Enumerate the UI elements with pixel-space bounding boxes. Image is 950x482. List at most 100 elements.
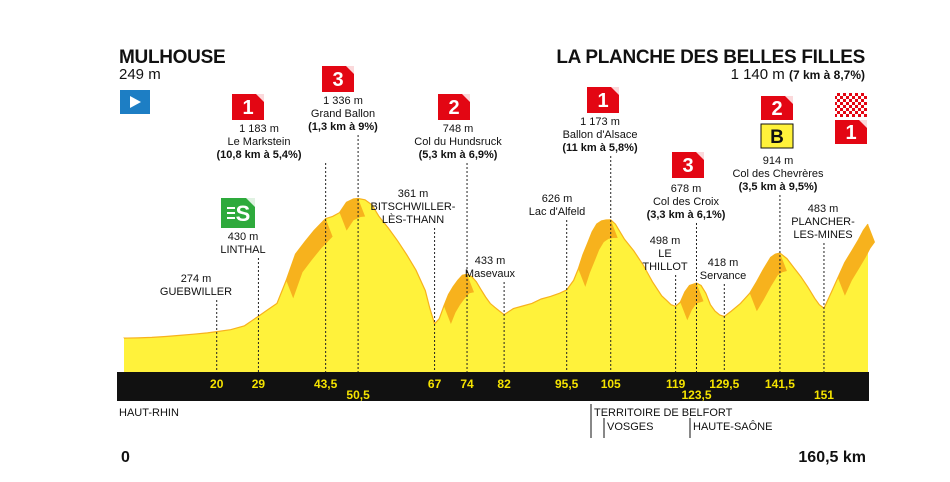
climb-shading xyxy=(749,253,787,312)
finish-altitude-line: 1 140 m (7 km à 8,7%) xyxy=(556,66,865,83)
finish-flag-icon xyxy=(835,93,867,117)
badge-category: 3 xyxy=(322,66,354,92)
region-name: HAUTE-SAÔNE xyxy=(693,420,772,433)
point-climb-detail: (3,3 km à 6,1%) xyxy=(647,209,726,221)
badge-corner xyxy=(246,198,255,207)
point-name: Col des Croix xyxy=(653,196,720,208)
point-name: Grand Ballon xyxy=(311,108,375,120)
km-marker-label: 50,5 xyxy=(346,388,370,402)
point-name: Lac d'Alfeld xyxy=(529,206,586,218)
climb-shading xyxy=(680,283,704,321)
category-badge-bg xyxy=(438,94,470,120)
point-altitude: 748 m xyxy=(443,123,474,135)
start-altitude: 249 m xyxy=(119,66,161,83)
badge-corner xyxy=(785,96,793,104)
climb-shading xyxy=(339,198,366,231)
point-altitude: 1 173 m xyxy=(580,116,620,128)
point-altitude: 1 336 m xyxy=(323,95,363,107)
point-name: THILLOT xyxy=(642,261,688,273)
badge-corner xyxy=(611,87,619,95)
point-climb-detail: (3,5 km à 9,5%) xyxy=(739,181,818,193)
sprint-speed-line xyxy=(227,217,235,219)
point-altitude: 274 m xyxy=(181,273,212,285)
point-name: LE xyxy=(658,248,671,260)
leader-lines-layer xyxy=(216,135,825,372)
point-altitude: 1 183 m xyxy=(239,123,279,135)
badge-start xyxy=(120,90,150,114)
category-badge-number: 1 xyxy=(242,97,253,119)
point-name: Col du Hundsruck xyxy=(414,136,502,148)
category-badge-number: 3 xyxy=(682,155,693,177)
point-climb-detail: (5,3 km à 6,9%) xyxy=(419,149,498,161)
category-badge-bg xyxy=(587,87,619,113)
km-marker-label: 43,5 xyxy=(314,377,338,391)
category-badge-bg xyxy=(835,120,867,144)
sprint-speed-line xyxy=(227,207,235,209)
badge-corner xyxy=(462,94,470,102)
km-marker-label: 82 xyxy=(497,377,511,391)
sprint-badge-letter: S xyxy=(236,201,251,226)
badge-corner xyxy=(696,152,704,160)
point-altitude: 433 m xyxy=(475,255,506,267)
km-marker-label: 119 xyxy=(666,377,686,391)
km-marker-label: 74 xyxy=(460,377,474,391)
point-name: LINTHAL xyxy=(220,244,265,256)
badge-category: 1 xyxy=(232,94,264,120)
badge-category: 2 xyxy=(438,94,470,120)
distance-axis-band xyxy=(117,372,869,401)
km-marker-label: 95,5 xyxy=(555,377,579,391)
category-badge-bg xyxy=(672,152,704,178)
point-name: Servance xyxy=(700,270,746,282)
climb-shading xyxy=(443,274,474,324)
category-badge-bg xyxy=(232,94,264,120)
badge-sprint: S xyxy=(221,198,255,228)
point-name: Masevaux xyxy=(465,268,516,280)
badge-corner xyxy=(256,94,264,102)
badge-category: 1 xyxy=(587,87,619,113)
point-altitude: 483 m xyxy=(808,203,839,215)
point-name: LES-MINES xyxy=(793,229,852,241)
play-icon xyxy=(130,96,141,108)
category-badge-number: 2 xyxy=(448,97,459,119)
bonus-badge-bg xyxy=(760,123,794,149)
point-climb-detail: (11 km à 5,8%) xyxy=(562,142,638,154)
x-axis-end-label: 160,5 km xyxy=(798,449,866,466)
km-marker-label: 105 xyxy=(601,377,621,391)
bonus-badge-letter: B xyxy=(770,127,784,148)
point-name: LÈS-THANN xyxy=(382,213,444,226)
point-altitude: 914 m xyxy=(763,155,794,167)
km-marker-label: 151 xyxy=(814,388,834,402)
start-town: MULHOUSE xyxy=(119,47,226,68)
finish-town: LA PLANCHE DES BELLES FILLES xyxy=(556,47,865,68)
sprint-badge-bg xyxy=(221,198,255,228)
finish-climb: (7 km à 8,7%) xyxy=(788,68,865,82)
km-marker-label: 29 xyxy=(252,377,266,391)
point-altitude: 418 m xyxy=(708,257,739,269)
regions-layer: HAUT-RHIN TERRITOIRE DE BELFORT VOSGES HAUT… xyxy=(119,407,772,433)
badge-category: 3 xyxy=(672,152,704,178)
sprint-speed-line xyxy=(227,212,235,214)
point-altitude: 498 m xyxy=(650,235,681,247)
km-marker-label: 123,5 xyxy=(681,388,711,402)
point-altitude: 361 m xyxy=(398,188,429,200)
point-name: Le Markstein xyxy=(228,136,291,148)
category-badge-number: 3 xyxy=(332,69,343,91)
finish-header: LA PLANCHE DES BELLES FILLES 1 140 m (7 … xyxy=(556,47,865,83)
point-name: Ballon d'Alsace xyxy=(563,129,638,141)
point-name: PLANCHER- xyxy=(791,216,855,228)
badge-corner xyxy=(859,120,867,128)
point-climb-detail: (10,8 km à 5,4%) xyxy=(217,149,302,161)
region-name: VOSGES xyxy=(607,421,653,433)
point-altitude: 678 m xyxy=(671,183,702,195)
elevation-outline xyxy=(123,197,869,339)
point-name: Col des Chevrères xyxy=(732,168,824,180)
km-marker-label: 129,5 xyxy=(709,377,739,391)
profile-layer xyxy=(123,197,875,372)
badge-finish xyxy=(835,93,867,117)
badge-bonus: B xyxy=(760,123,794,149)
point-climb-detail: (1,3 km à 9%) xyxy=(308,121,378,133)
point-altitude: 430 m xyxy=(228,231,259,243)
point-altitude: 626 m xyxy=(542,193,573,205)
